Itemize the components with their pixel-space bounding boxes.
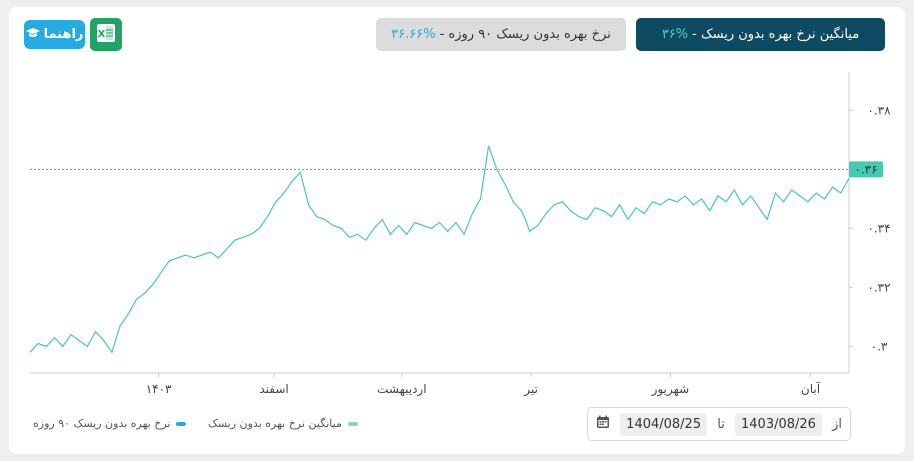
legend-swatch [176, 421, 187, 426]
y-tick-label: ۰.۳۴ [867, 221, 890, 235]
date-range-picker: از 1403/08/26 تا 1404/08/25 [587, 407, 851, 441]
average-rate-badge: میانگین نرخ بهره بدون ریسک - ۳۶% [636, 18, 885, 51]
current-value-marker [849, 161, 883, 178]
y-tick-label: ۰.۳ [871, 339, 888, 353]
to-label: تا [717, 416, 725, 432]
rate-90-day-title: نرخ بهره بدون ریسک ۹۰ روزه - [439, 27, 611, 42]
from-date-input[interactable]: 1403/08/26 [735, 412, 822, 436]
y-tick-label: ۰.۳۸ [867, 103, 891, 117]
legend-item-rate-90-day[interactable]: نرخ بهره بدون ریسک ۹۰ روزه [33, 417, 187, 430]
to-date-input[interactable]: 1404/08/25 [620, 412, 708, 436]
average-rate-series-line [29, 145, 850, 354]
graduation-cap-icon [25, 27, 40, 42]
svg-text:X: X [98, 29, 106, 40]
x-tick-label: اسفند [259, 382, 288, 396]
calendar-icon[interactable] [596, 415, 610, 433]
x-tick-label: شهریور [651, 382, 690, 397]
x-tick-label: آبان [801, 381, 821, 396]
x-tick-label: ۱۴۰۳ [146, 382, 172, 396]
legend-label: نرخ بهره بدون ریسک ۹۰ روزه [33, 417, 171, 430]
average-rate-title: میانگین نرخ بهره بدون ریسک - [692, 27, 860, 42]
rate-90-day-badge: نرخ بهره بدون ریسک ۹۰ روزه - ۳۶.۶۶% [376, 18, 626, 51]
from-label: از [832, 416, 842, 432]
current-value-label: ۰.۳۶ [854, 162, 877, 176]
excel-export-button[interactable]: X [90, 18, 122, 51]
x-tick-label: تیر [523, 382, 538, 397]
help-button-label: راهنما [43, 27, 84, 42]
rate-90-day-value: ۳۶.۶۶% [391, 27, 436, 42]
legend-item-average-rate[interactable]: میانگین نرخ بهره بدون ریسک [208, 417, 358, 430]
legend-swatch [347, 421, 358, 426]
help-button[interactable]: راهنما [24, 20, 85, 49]
excel-file-icon: X [95, 22, 117, 48]
y-tick-label: ۰.۳۲ [867, 280, 890, 294]
average-rate-value: ۳۶% [661, 27, 689, 42]
x-tick-label: اردیبهشت [377, 382, 426, 397]
chart-card [9, 7, 905, 454]
legend-label: میانگین نرخ بهره بدون ریسک [208, 417, 342, 430]
